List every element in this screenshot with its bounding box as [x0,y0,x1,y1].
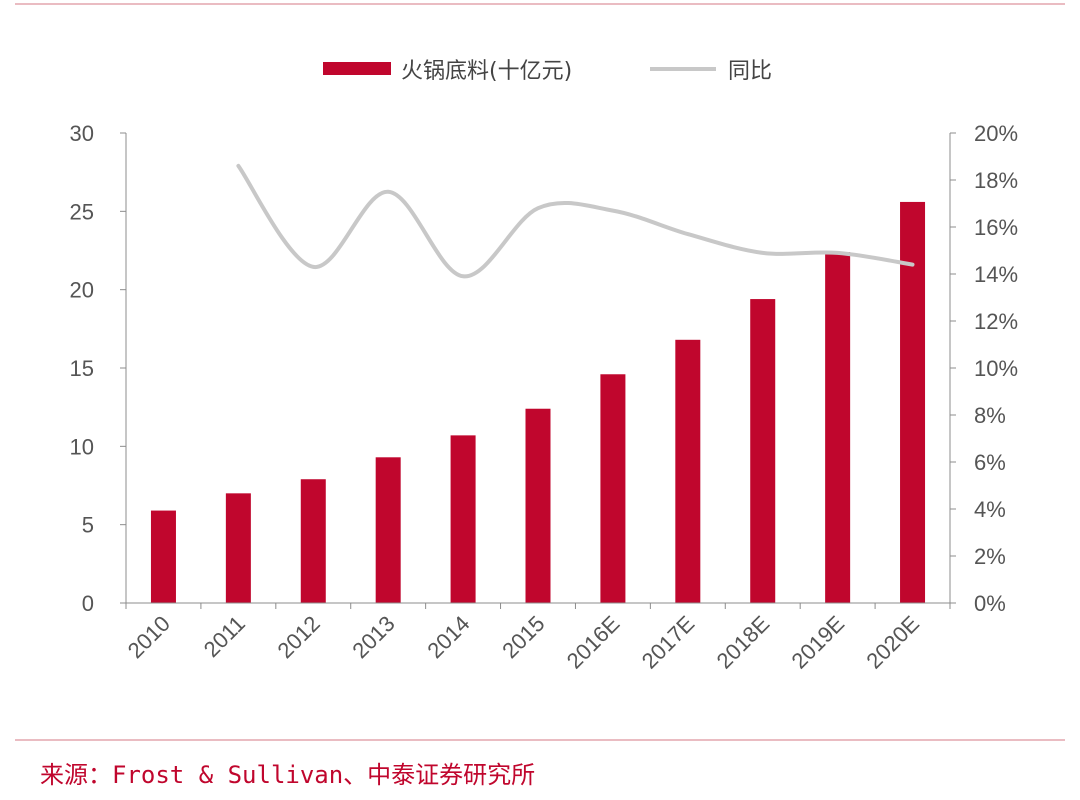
x-tick-label-2016E: 2016E [562,611,625,674]
y-right-tick-label: 6% [974,450,1006,475]
bar-2012 [300,479,326,603]
y-right-tick-label: 16% [974,215,1018,240]
y-right-tick-label: 20% [974,121,1018,146]
y-left-tick-label: 10 [70,434,94,459]
y-right-tick-label: 8% [974,403,1006,428]
x-tick-label-2011: 2011 [199,611,250,662]
legend-bar-label: 火锅底料(十亿元) [401,59,572,84]
y-right-tick-label: 10% [974,356,1018,381]
bar-2011 [225,493,251,603]
legend-line-label: 同比 [728,59,772,84]
y-right-tick-label: 12% [974,309,1018,334]
bar-2010 [150,510,176,603]
x-tick-label-2018E: 2018E [712,611,775,674]
bar-2016E [600,374,626,603]
bar-2019E [825,252,851,604]
x-tick-label-2012: 2012 [273,611,325,663]
y-left-tick-label: 25 [70,199,94,224]
bar-2015 [525,408,551,603]
bar-2020E [900,201,926,603]
y-right-tick-label: 0% [974,591,1006,616]
source-note: 来源：Frost & Sullivan、中泰证券研究所 [40,761,536,789]
yoy-line [236,163,915,279]
x-tick-label-2020E: 2020E [861,611,924,674]
bar-2018E [750,299,776,603]
y-left-tick-label: 0 [82,591,94,616]
x-tick-label-2019E: 2019E [787,611,850,674]
y-right-tick-label: 2% [974,544,1006,569]
yoy-series [236,163,915,279]
x-tick-label-2013: 2013 [347,611,399,663]
y-right-tick-label: 14% [974,262,1018,287]
y-left-tick-label: 15 [70,356,94,381]
legend: 火锅底料(十亿元) 同比 [323,59,772,84]
x-tick-label-2015: 2015 [497,611,549,663]
y-left-tick-label: 5 [82,513,94,538]
y-left-tick-label: 30 [70,121,94,146]
legend-bar-swatch [323,62,391,75]
x-tick-label-2014: 2014 [422,611,474,663]
bar-2014 [450,435,476,603]
y-left-tick-label: 20 [70,278,94,303]
y-right-tick-label: 4% [974,497,1006,522]
y-right-tick-label: 18% [974,168,1018,193]
bar-2013 [375,457,401,603]
bars [150,201,926,604]
bar-2017E [675,339,701,603]
x-tick-label-2017E: 2017E [637,611,700,674]
x-tick-label-2010: 2010 [123,611,175,663]
